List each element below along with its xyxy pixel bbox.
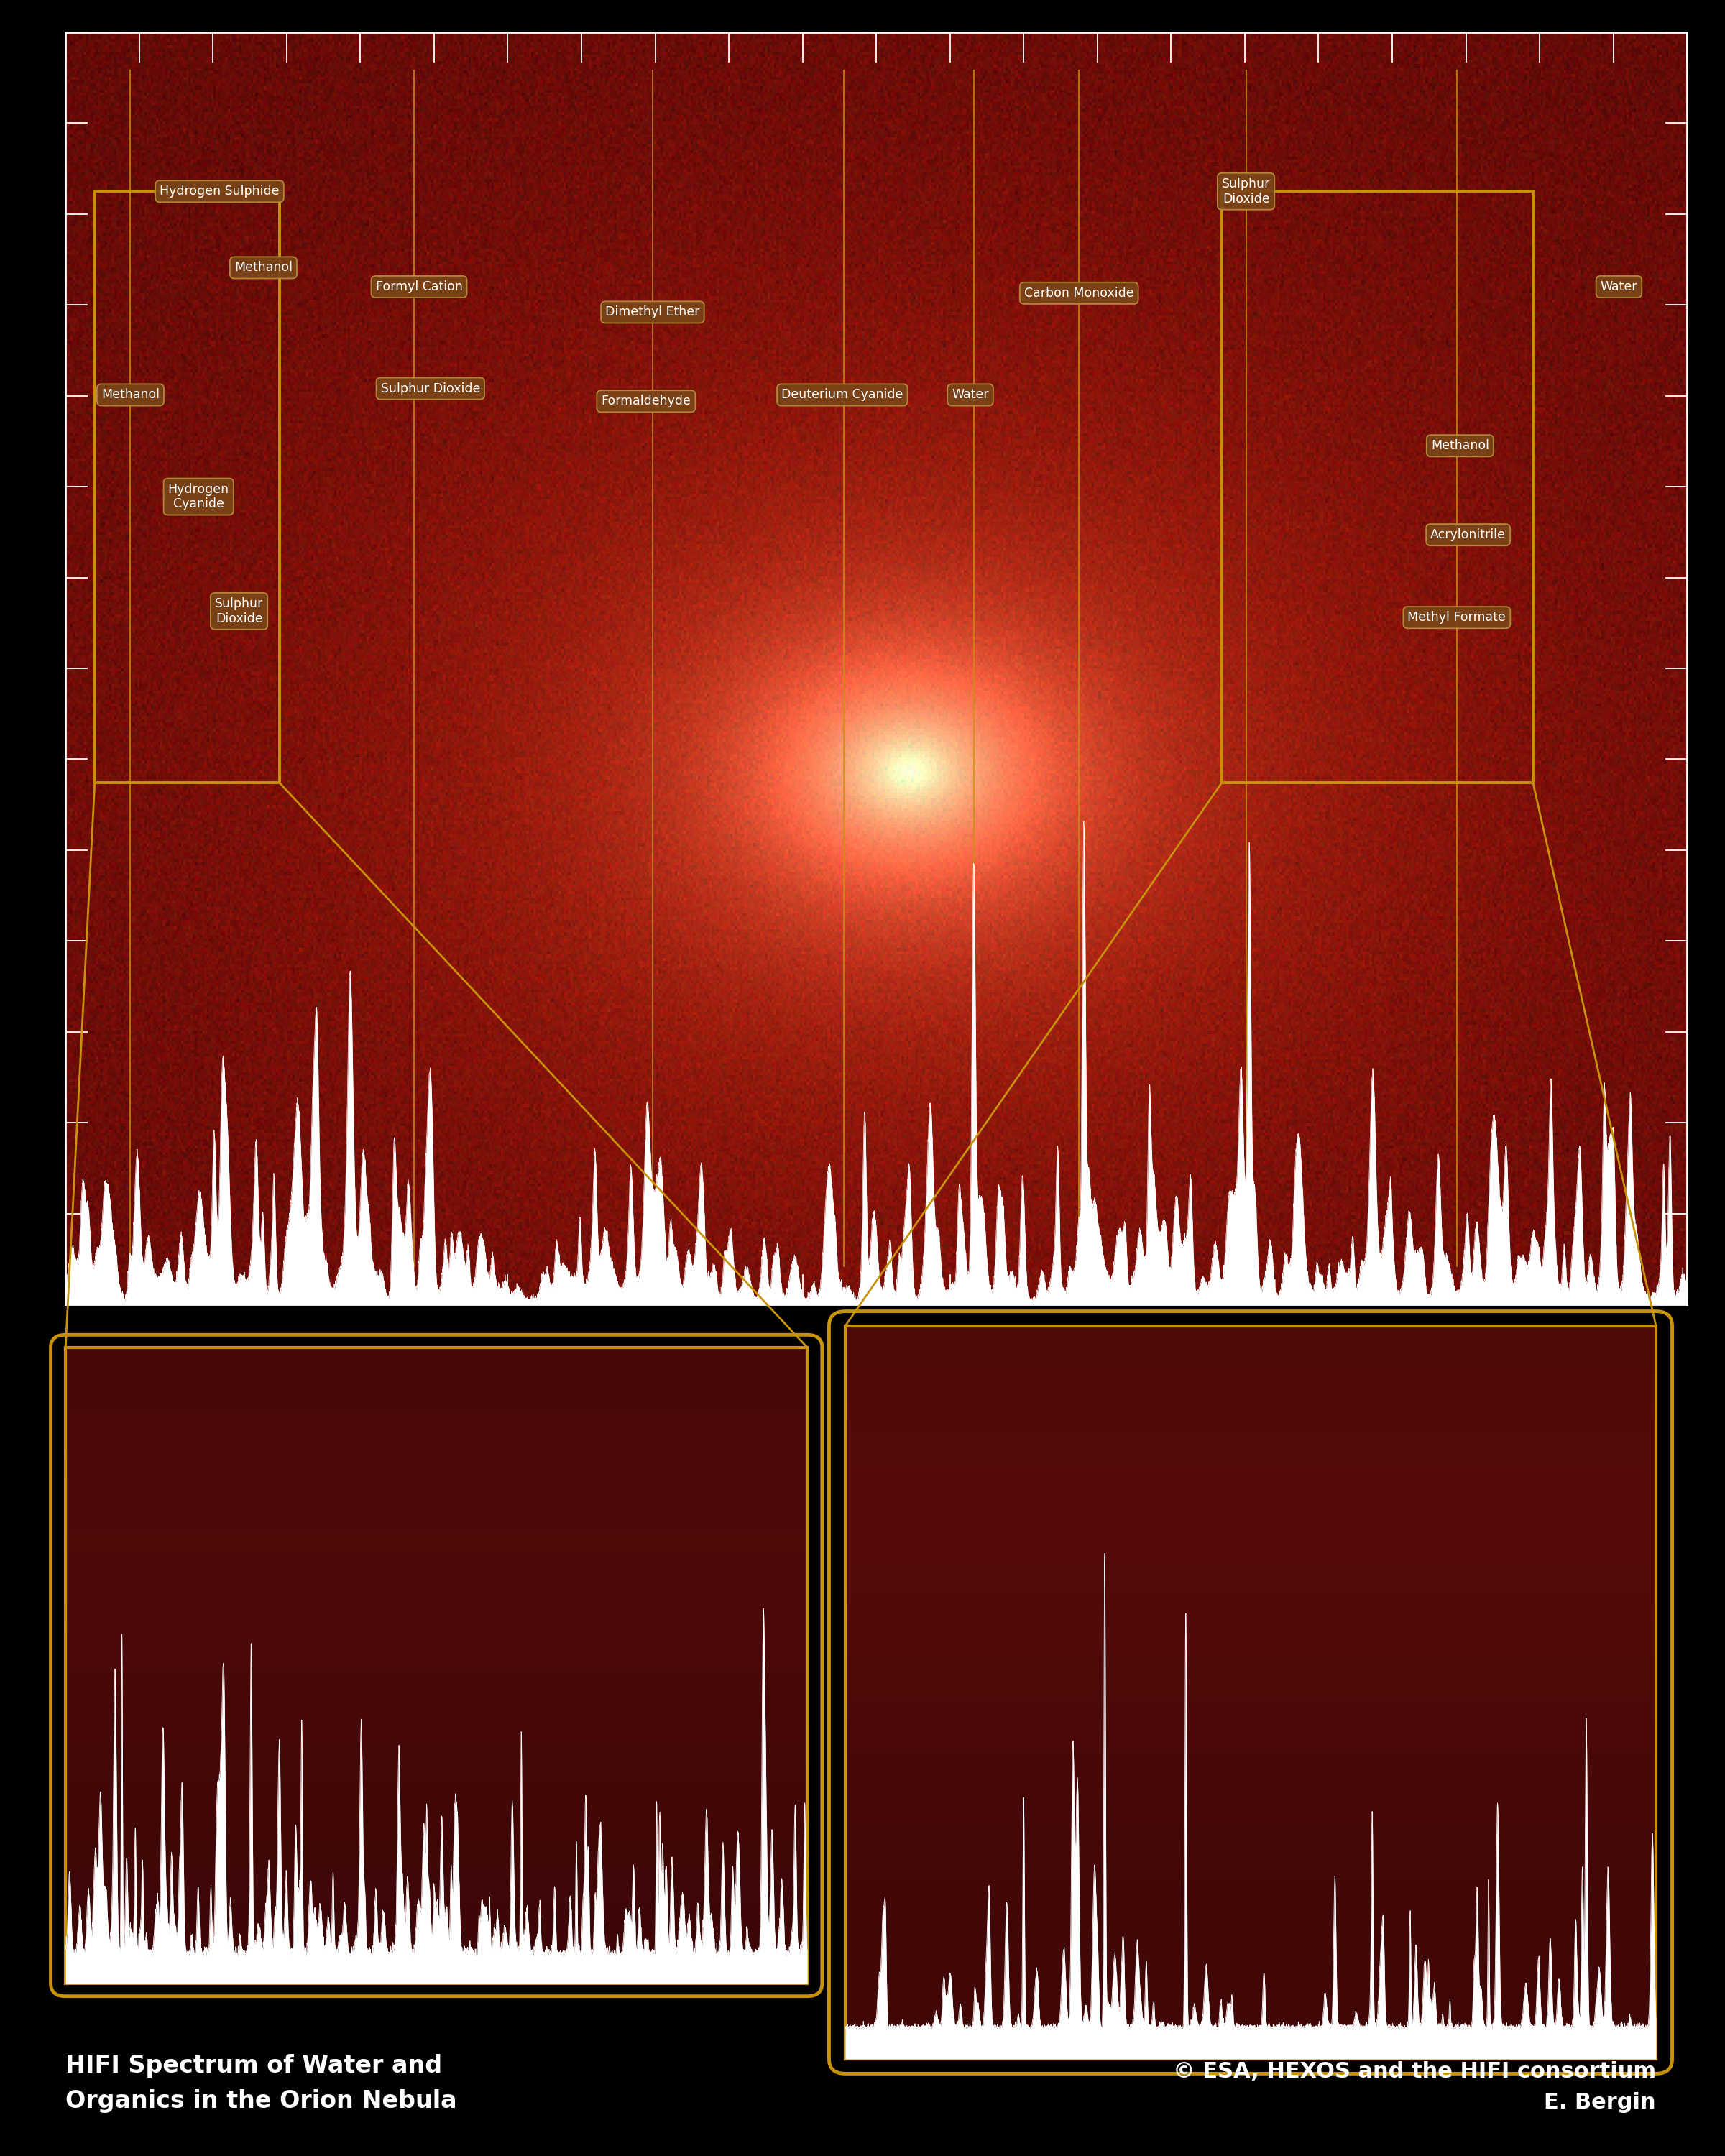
Bar	[95, 192, 279, 783]
Text: Carbon Monoxide: Carbon Monoxide	[1025, 287, 1133, 300]
Text: Methyl Formate: Methyl Formate	[1408, 610, 1506, 623]
Text: Methanol: Methanol	[235, 261, 293, 274]
Text: Hydrogen
Cyanide: Hydrogen Cyanide	[167, 483, 229, 511]
Bar	[1221, 192, 1534, 783]
Text: Acrylonitrile: Acrylonitrile	[1430, 528, 1506, 541]
Text: © ESA, HEXOS and the HIFI consortium
E. Bergin: © ESA, HEXOS and the HIFI consortium E. …	[1173, 2061, 1656, 2113]
Text: Sulphur Dioxide: Sulphur Dioxide	[381, 382, 480, 395]
Text: HIFI Spectrum of Water and
Organics in the Orion Nebula: HIFI Spectrum of Water and Organics in t…	[66, 2055, 457, 2113]
Text: Sulphur
Dioxide: Sulphur Dioxide	[216, 597, 264, 625]
Text: Water: Water	[1601, 280, 1637, 293]
Text: Sulphur
Dioxide: Sulphur Dioxide	[1221, 177, 1270, 205]
Text: Formaldehyde: Formaldehyde	[602, 395, 692, 407]
Text: Formyl Cation: Formyl Cation	[376, 280, 462, 293]
Text: Methanol: Methanol	[1432, 440, 1489, 453]
Text: Methanol: Methanol	[102, 388, 159, 401]
Text: Deuterium Cyanide: Deuterium Cyanide	[781, 388, 904, 401]
Text: Hydrogen Sulphide: Hydrogen Sulphide	[160, 185, 279, 198]
Text: Dimethyl Ether: Dimethyl Ether	[605, 306, 700, 319]
Text: Water: Water	[952, 388, 988, 401]
